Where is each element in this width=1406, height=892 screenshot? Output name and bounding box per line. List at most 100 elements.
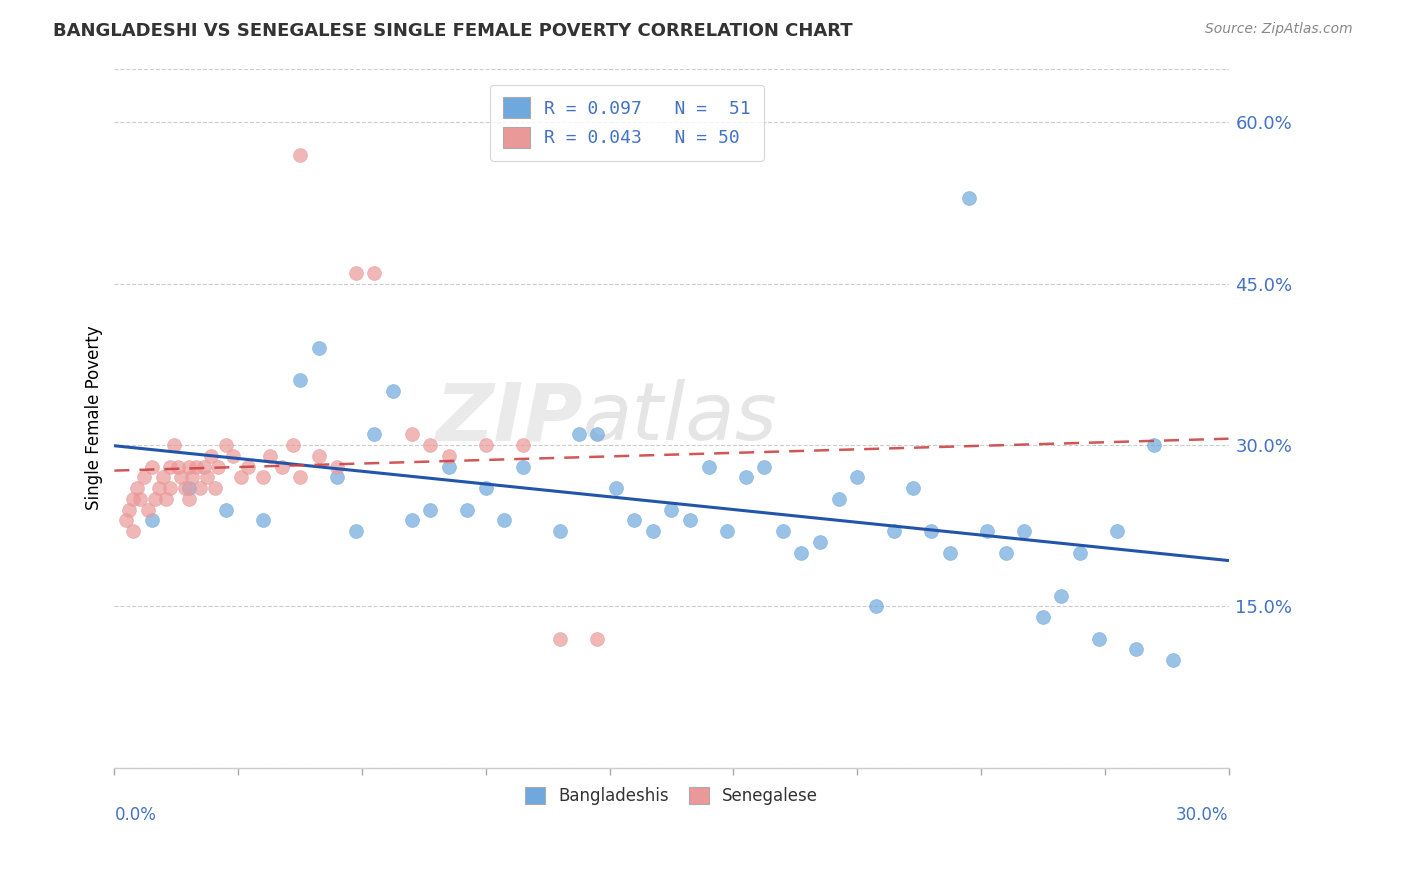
Point	[281, 438, 304, 452]
Point	[939, 545, 962, 559]
Point	[215, 502, 238, 516]
Point	[166, 459, 188, 474]
Point	[188, 481, 211, 495]
Point	[568, 427, 591, 442]
Point	[512, 438, 534, 452]
Point	[308, 449, 330, 463]
Point	[155, 491, 177, 506]
Point	[118, 502, 141, 516]
Point	[716, 524, 738, 538]
Point	[141, 513, 163, 527]
Point	[679, 513, 702, 527]
Point	[122, 491, 145, 506]
Point	[419, 502, 441, 516]
Point	[494, 513, 516, 527]
Point	[134, 470, 156, 484]
Point	[252, 470, 274, 484]
Point	[586, 632, 609, 646]
Point	[641, 524, 664, 538]
Point	[141, 459, 163, 474]
Point	[363, 266, 385, 280]
Point	[865, 599, 887, 614]
Point	[605, 481, 627, 495]
Point	[136, 502, 159, 516]
Point	[236, 459, 259, 474]
Point	[193, 459, 215, 474]
Point	[184, 459, 207, 474]
Point	[1032, 610, 1054, 624]
Text: 0.0%: 0.0%	[114, 806, 156, 824]
Point	[512, 459, 534, 474]
Point	[548, 632, 571, 646]
Point	[195, 470, 218, 484]
Y-axis label: Single Female Poverty: Single Female Poverty	[86, 326, 103, 510]
Point	[326, 470, 349, 484]
Point	[1012, 524, 1035, 538]
Point	[363, 427, 385, 442]
Point	[152, 470, 174, 484]
Point	[288, 470, 311, 484]
Point	[734, 470, 756, 484]
Text: Source: ZipAtlas.com: Source: ZipAtlas.com	[1205, 22, 1353, 37]
Point	[401, 427, 423, 442]
Point	[846, 470, 869, 484]
Text: BANGLADESHI VS SENEGALESE SINGLE FEMALE POVERTY CORRELATION CHART: BANGLADESHI VS SENEGALESE SINGLE FEMALE …	[53, 22, 853, 40]
Point	[129, 491, 152, 506]
Point	[401, 513, 423, 527]
Point	[252, 513, 274, 527]
Point	[1107, 524, 1129, 538]
Point	[1125, 642, 1147, 657]
Point	[920, 524, 942, 538]
Point	[1087, 632, 1109, 646]
Point	[207, 459, 229, 474]
Point	[901, 481, 924, 495]
Point	[1069, 545, 1091, 559]
Point	[326, 459, 349, 474]
Point	[772, 524, 794, 538]
Point	[976, 524, 998, 538]
Point	[381, 384, 404, 399]
Point	[159, 459, 181, 474]
Point	[288, 374, 311, 388]
Point	[163, 438, 186, 452]
Point	[125, 481, 148, 495]
Point	[475, 481, 498, 495]
Point	[270, 459, 292, 474]
Point	[229, 470, 252, 484]
Point	[200, 449, 222, 463]
Point	[475, 438, 498, 452]
Point	[437, 459, 460, 474]
Point	[177, 459, 200, 474]
Point	[170, 470, 193, 484]
Point	[827, 491, 849, 506]
Point	[215, 438, 238, 452]
Point	[181, 470, 204, 484]
Point	[122, 524, 145, 538]
Point	[994, 545, 1017, 559]
Point	[177, 491, 200, 506]
Point	[697, 459, 720, 474]
Point	[586, 427, 609, 442]
Point	[308, 341, 330, 355]
Point	[344, 266, 367, 280]
Point	[754, 459, 776, 474]
Point	[456, 502, 478, 516]
Point	[222, 449, 245, 463]
Point	[623, 513, 645, 527]
Point	[143, 491, 166, 506]
Point	[1050, 589, 1073, 603]
Point	[177, 481, 200, 495]
Point	[148, 481, 170, 495]
Point	[288, 147, 311, 161]
Text: 30.0%: 30.0%	[1175, 806, 1229, 824]
Point	[661, 502, 683, 516]
Point	[808, 534, 831, 549]
Point	[344, 524, 367, 538]
Point	[1143, 438, 1166, 452]
Point	[957, 191, 980, 205]
Point	[259, 449, 281, 463]
Point	[204, 481, 226, 495]
Legend: Bangladeshis, Senegalese: Bangladeshis, Senegalese	[519, 780, 825, 812]
Point	[174, 481, 197, 495]
Point	[1161, 653, 1184, 667]
